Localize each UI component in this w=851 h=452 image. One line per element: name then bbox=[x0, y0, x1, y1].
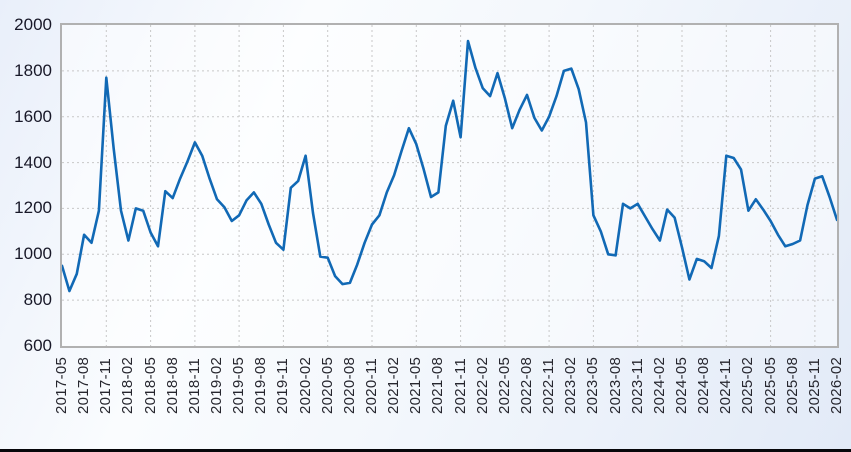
y-tick-label: 1600 bbox=[14, 106, 52, 126]
x-tick-label: 2025-05 bbox=[761, 356, 779, 414]
x-tick-label: 2021-08 bbox=[429, 356, 447, 414]
x-tick-label: 2021-05 bbox=[407, 356, 425, 414]
x-tick-label: 2018-02 bbox=[119, 356, 137, 414]
y-tick-label: 1200 bbox=[14, 198, 52, 218]
x-tick-label: 2025-02 bbox=[739, 356, 757, 414]
x-tick-label: 2025-11 bbox=[805, 357, 823, 414]
x-tick-label: 2019-05 bbox=[230, 356, 248, 414]
x-tick-label: 2022-08 bbox=[518, 356, 535, 414]
x-tick-label: 2018-11 bbox=[185, 357, 203, 414]
x-tick-label: 2022-11 bbox=[540, 357, 558, 414]
x-tick-label: 2017-11 bbox=[97, 357, 115, 414]
y-tick-label: 1400 bbox=[14, 152, 52, 172]
x-tick-label: 2024-02 bbox=[650, 356, 668, 414]
x-tick-label: 2019-02 bbox=[208, 356, 225, 414]
y-tick-label: 600 bbox=[23, 336, 52, 355]
x-tick-label: 2018-08 bbox=[163, 356, 181, 414]
x-tick-label: 2020-11 bbox=[363, 357, 380, 414]
x-tick-label: 2023-11 bbox=[628, 357, 646, 414]
x-tick-label: 2022-02 bbox=[473, 356, 491, 414]
line-chart-svg bbox=[62, 25, 837, 346]
y-tick-label: 1000 bbox=[14, 244, 52, 264]
x-tick-label: 2017-05 bbox=[53, 356, 70, 414]
x-tick-label: 2017-08 bbox=[75, 356, 93, 414]
bottom-edge-bar bbox=[0, 449, 851, 452]
x-tick-label: 2024-11 bbox=[717, 357, 735, 414]
x-tick-label: 2021-02 bbox=[385, 356, 403, 414]
x-tick-label: 2018-05 bbox=[141, 356, 159, 414]
x-tick-label: 2023-08 bbox=[606, 356, 624, 414]
x-tick-label: 2023-02 bbox=[562, 356, 580, 414]
x-tick-label: 2019-08 bbox=[252, 356, 270, 414]
x-tick-label: 2020-08 bbox=[340, 356, 358, 414]
y-tick-label: 1800 bbox=[14, 60, 52, 80]
y-tick-label: 2000 bbox=[14, 15, 52, 34]
x-tick-label: 2024-08 bbox=[695, 356, 713, 414]
x-tick-label: 2022-05 bbox=[495, 356, 513, 414]
x-tick-label: 2019-11 bbox=[274, 357, 292, 414]
x-tick-label: 2023-05 bbox=[584, 356, 602, 414]
x-tick-label: 2020-02 bbox=[296, 356, 314, 414]
x-tick-label: 2025-08 bbox=[783, 356, 801, 414]
x-tick-label: 2020-05 bbox=[318, 356, 336, 414]
x-tick-label: 2026-02 bbox=[828, 356, 845, 414]
x-tick-label: 2021-11 bbox=[451, 357, 469, 414]
plot-area bbox=[60, 23, 839, 348]
x-tick-label: 2024-05 bbox=[673, 356, 690, 414]
y-tick-label: 800 bbox=[23, 290, 52, 310]
